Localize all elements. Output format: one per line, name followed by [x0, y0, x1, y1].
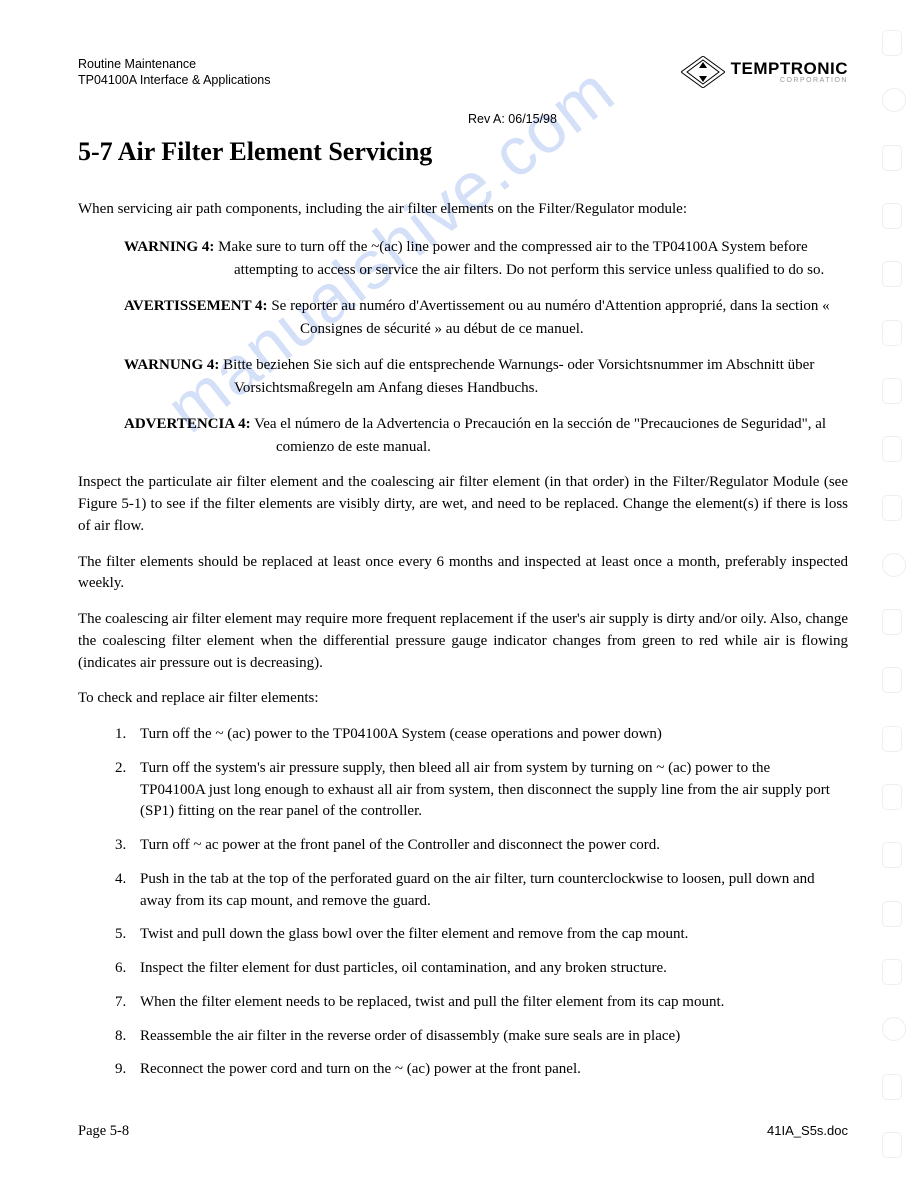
procedure-steps: Turn off the ~ (ac) power to the TP04100…: [108, 724, 848, 1081]
header-left: Routine Maintenance TP04100A Interface &…: [78, 56, 271, 89]
warning-text: Vea el número de la Advertencia o Precau…: [254, 416, 826, 455]
brand-name: TEMPTRONIC: [731, 60, 848, 77]
step-item: Reassemble the air filter in the reverse…: [130, 1026, 838, 1048]
warning-text: Bitte beziehen Sie sich auf die entsprec…: [223, 357, 814, 396]
page-footer: Page 5-8 41IA_S5s.doc: [78, 1123, 848, 1140]
paragraph-coalescing: The coalescing air filter element may re…: [78, 609, 848, 674]
document-page: manualshive.com Routine Maintenance TP04…: [0, 0, 918, 1188]
paragraph-inspect: Inspect the particulate air filter eleme…: [78, 472, 848, 537]
page-header: Routine Maintenance TP04100A Interface &…: [78, 56, 848, 89]
section-title: 5-7 Air Filter Element Servicing: [78, 137, 848, 167]
source-file: 41IA_S5s.doc: [767, 1123, 848, 1140]
warning-block-fr: AVERTISSEMENT 4: Se reporter au numéro d…: [124, 295, 848, 340]
page-number: Page 5-8: [78, 1123, 129, 1140]
warning-block-de: WARNUNG 4: Bitte beziehen Sie sich auf d…: [124, 354, 848, 399]
warning-label: WARNING 4:: [124, 239, 214, 255]
temptronic-logo-icon: [681, 56, 725, 88]
header-revision: Rev A: 06/15/98: [468, 112, 557, 126]
warning-text: Se reporter au numéro d'Avertissement ou…: [271, 298, 829, 337]
warning-label: AVERTISSEMENT 4:: [124, 298, 268, 314]
header-brand: TEMPTRONIC CORPORATION: [681, 56, 848, 88]
paragraph-replace-schedule: The filter elements should be replaced a…: [78, 552, 848, 596]
warning-block-en: WARNING 4: Make sure to turn off the ~(a…: [124, 236, 848, 281]
binding-marks: [882, 30, 910, 1158]
warning-label: ADVERTENCIA 4:: [124, 416, 251, 432]
step-item: Turn off ~ ac power at the front panel o…: [130, 835, 838, 857]
step-item: Twist and pull down the glass bowl over …: [130, 924, 838, 946]
brand-sub: CORPORATION: [731, 77, 848, 84]
step-item: Turn off the ~ (ac) power to the TP04100…: [130, 724, 838, 746]
warning-label: WARNUNG 4:: [124, 357, 219, 373]
steps-intro: To check and replace air filter elements…: [78, 688, 848, 710]
step-item: Reconnect the power cord and turn on the…: [130, 1059, 838, 1081]
step-item: Push in the tab at the top of the perfor…: [130, 869, 838, 913]
step-item: Turn off the system's air pressure suppl…: [130, 758, 838, 823]
step-item: Inspect the filter element for dust part…: [130, 958, 838, 980]
warning-text: Make sure to turn off the ~(ac) line pow…: [218, 239, 824, 278]
body-content: When servicing air path components, incl…: [78, 199, 848, 1082]
header-doc-title: TP04100A Interface & Applications: [78, 72, 271, 88]
intro-paragraph: When servicing air path components, incl…: [78, 199, 848, 221]
header-doc-section: Routine Maintenance: [78, 56, 271, 72]
warning-block-es: ADVERTENCIA 4: Vea el número de la Adver…: [124, 413, 848, 458]
step-item: When the filter element needs to be repl…: [130, 992, 838, 1014]
